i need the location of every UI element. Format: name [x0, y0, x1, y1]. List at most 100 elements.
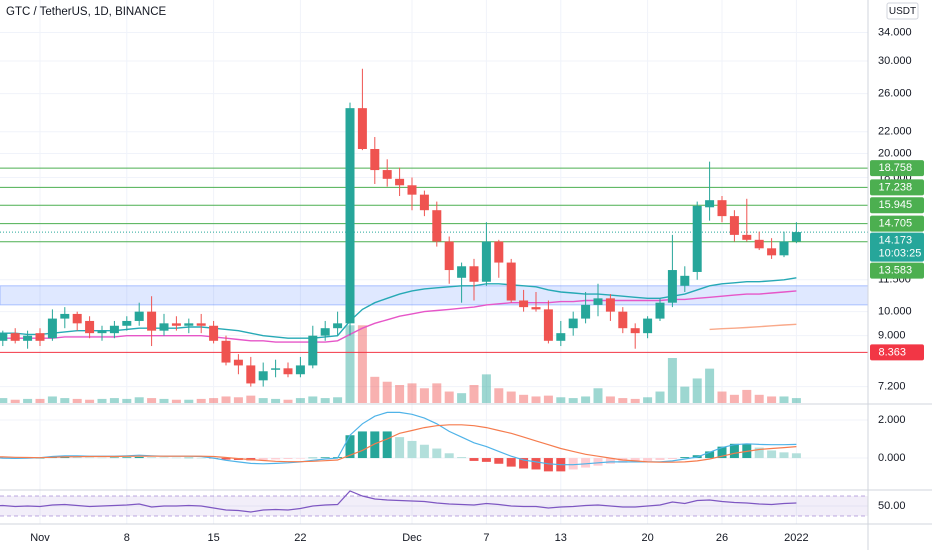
- volume-bar: [581, 396, 591, 403]
- price-label: 18.758: [879, 162, 913, 174]
- candle-body: [333, 323, 343, 329]
- volume-bar: [308, 396, 318, 403]
- volume-bar: [791, 398, 801, 403]
- candle-body: [370, 148, 380, 171]
- volume-bar: [754, 394, 764, 403]
- candle-body: [246, 365, 256, 384]
- volume-bar: [395, 385, 405, 403]
- price-label: 15.945: [879, 199, 913, 211]
- macd-histogram-bar: [643, 458, 653, 461]
- candle-body: [345, 108, 355, 324]
- candle-body: [47, 318, 57, 339]
- candle-body: [320, 328, 330, 336]
- y-tick-label: 34.000: [878, 26, 912, 38]
- candle-body: [159, 323, 169, 331]
- macd-histogram-bar: [581, 458, 591, 468]
- y-tick-label: 20.000: [878, 147, 912, 159]
- macd-histogram-bar: [345, 435, 355, 459]
- y-tick-label: 26.000: [878, 88, 912, 100]
- candle-body: [568, 318, 578, 329]
- candle-body: [643, 318, 653, 334]
- candle-body: [109, 325, 119, 334]
- volume-bar: [370, 376, 380, 403]
- volume-bar: [233, 397, 243, 403]
- candle-body: [531, 307, 541, 310]
- price-label: 14.705: [879, 218, 913, 230]
- y-tick-label: 7.200: [878, 380, 906, 392]
- candle-body: [481, 241, 491, 282]
- volume-bar: [258, 398, 268, 403]
- volume-bar: [717, 391, 727, 403]
- macd-histogram-bar: [444, 453, 454, 459]
- macd-histogram-bar: [729, 443, 739, 459]
- price-label-box: [870, 197, 924, 214]
- currency-label[interactable]: USDT: [889, 6, 916, 17]
- y-tick-label: 50.00: [878, 500, 906, 512]
- candle-body: [754, 239, 764, 249]
- volume-bar: [382, 381, 392, 403]
- candle-body: [419, 194, 429, 211]
- macd-histogram-bar: [258, 458, 268, 460]
- macd-histogram-bar: [767, 450, 777, 459]
- x-tick-label: 15: [207, 532, 219, 544]
- y-tick-label: 22.000: [878, 126, 912, 138]
- volume-bar: [159, 398, 169, 403]
- candle-body: [283, 368, 293, 375]
- volume-bar: [85, 399, 95, 403]
- volume-bar: [705, 368, 715, 403]
- volume-bar: [333, 397, 343, 403]
- x-tick-label: 2022: [784, 532, 808, 544]
- candle-body: [97, 330, 107, 334]
- y-tick-label: 0.000: [878, 452, 906, 464]
- macd-histogram-bar: [568, 458, 578, 470]
- volume-bar: [407, 383, 417, 403]
- volume-bar: [605, 396, 615, 403]
- volume-bar: [47, 396, 57, 403]
- chart-title: GTC / TetherUS, 1D, BINANCE: [6, 6, 167, 18]
- macd-histogram-bar: [754, 447, 764, 459]
- candle-body: [680, 275, 690, 286]
- volume-bar: [196, 398, 206, 403]
- macd-histogram-bar: [320, 457, 330, 459]
- volume-bar: [469, 385, 479, 403]
- candle-body: [134, 311, 144, 321]
- x-tick-label: 8: [124, 532, 130, 544]
- volume-bar: [543, 395, 553, 403]
- macd-histogram-bar: [494, 458, 504, 464]
- macd-histogram-bar: [655, 458, 665, 460]
- volume-bar: [271, 398, 281, 403]
- volume-bar: [481, 374, 491, 403]
- volume-bar: [109, 398, 119, 403]
- macd-histogram-bar: [419, 444, 429, 459]
- volume-bar: [357, 325, 367, 403]
- volume-bar: [519, 394, 529, 403]
- candle-body: [630, 328, 640, 334]
- volume-bar: [283, 399, 293, 403]
- candle-body: [494, 241, 504, 263]
- macd-histogram-bar: [295, 458, 305, 459]
- volume-bar: [23, 398, 33, 403]
- price-label: 13.583: [879, 265, 913, 277]
- volume-bar: [10, 399, 20, 403]
- currency-box[interactable]: [886, 2, 919, 20]
- volume-bar: [457, 393, 467, 403]
- price-label-box: [870, 262, 924, 279]
- candle-body: [717, 200, 727, 217]
- plot: [0, 68, 869, 517]
- candle-body: [556, 333, 566, 341]
- candle-body: [444, 241, 454, 271]
- candle-body: [581, 304, 591, 319]
- macd-histogram-bar: [196, 457, 206, 459]
- macd-histogram-bar: [85, 457, 95, 459]
- candle-body: [506, 262, 516, 301]
- candle-body: [196, 323, 206, 326]
- candle-body: [618, 311, 628, 329]
- candle-body: [295, 365, 305, 375]
- volume-bar: [630, 398, 640, 403]
- candle-body: [742, 234, 752, 240]
- macd-histogram-bar: [109, 457, 119, 459]
- volume-bar: [729, 394, 739, 403]
- x-tick-label: 22: [294, 532, 306, 544]
- moving-average: [709, 323, 797, 331]
